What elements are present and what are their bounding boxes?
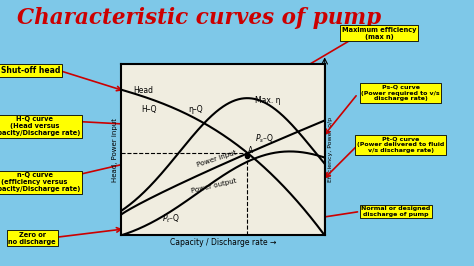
Text: Ps-Q curve
(Power required to v/s
discharge rate): Ps-Q curve (Power required to v/s discha…: [361, 85, 440, 101]
Text: Power output: Power output: [190, 177, 237, 194]
Text: Shut-off head: Shut-off head: [1, 66, 61, 75]
Text: H-Q curve
(Head versus
capacity/Discharge rate): H-Q curve (Head versus capacity/Discharg…: [0, 116, 80, 136]
Text: n-Q curve
(efficiency versus
capacity/Discharge rate): n-Q curve (efficiency versus capacity/Di…: [0, 172, 80, 192]
Text: $P_s$–Q: $P_s$–Q: [255, 132, 274, 144]
Text: Power input: Power input: [196, 149, 237, 168]
Y-axis label: Head, Power input: Head, Power input: [112, 118, 118, 182]
Text: Head: Head: [133, 86, 153, 95]
Text: H–Q: H–Q: [141, 105, 157, 114]
Text: η–Q: η–Q: [188, 105, 203, 114]
Text: Normal or designed
discharge of pump: Normal or designed discharge of pump: [361, 206, 430, 217]
Text: $P_t$–Q: $P_t$–Q: [162, 213, 180, 225]
Text: Zero or
no discharge: Zero or no discharge: [9, 232, 56, 244]
X-axis label: Capacity / Discharge rate →: Capacity / Discharge rate →: [170, 238, 276, 247]
Text: A: A: [248, 146, 254, 155]
Text: Characteristic curves of pump: Characteristic curves of pump: [17, 7, 381, 29]
Text: Pt-Q curve
(Power delivered to fluid
v/s discharge rate): Pt-Q curve (Power delivered to fluid v/s…: [357, 137, 444, 153]
Text: Efficiency, Power o/p: Efficiency, Power o/p: [328, 117, 334, 182]
Text: Maximum efficiency
(max n): Maximum efficiency (max n): [342, 27, 417, 40]
Text: Max. η: Max. η: [255, 96, 281, 105]
